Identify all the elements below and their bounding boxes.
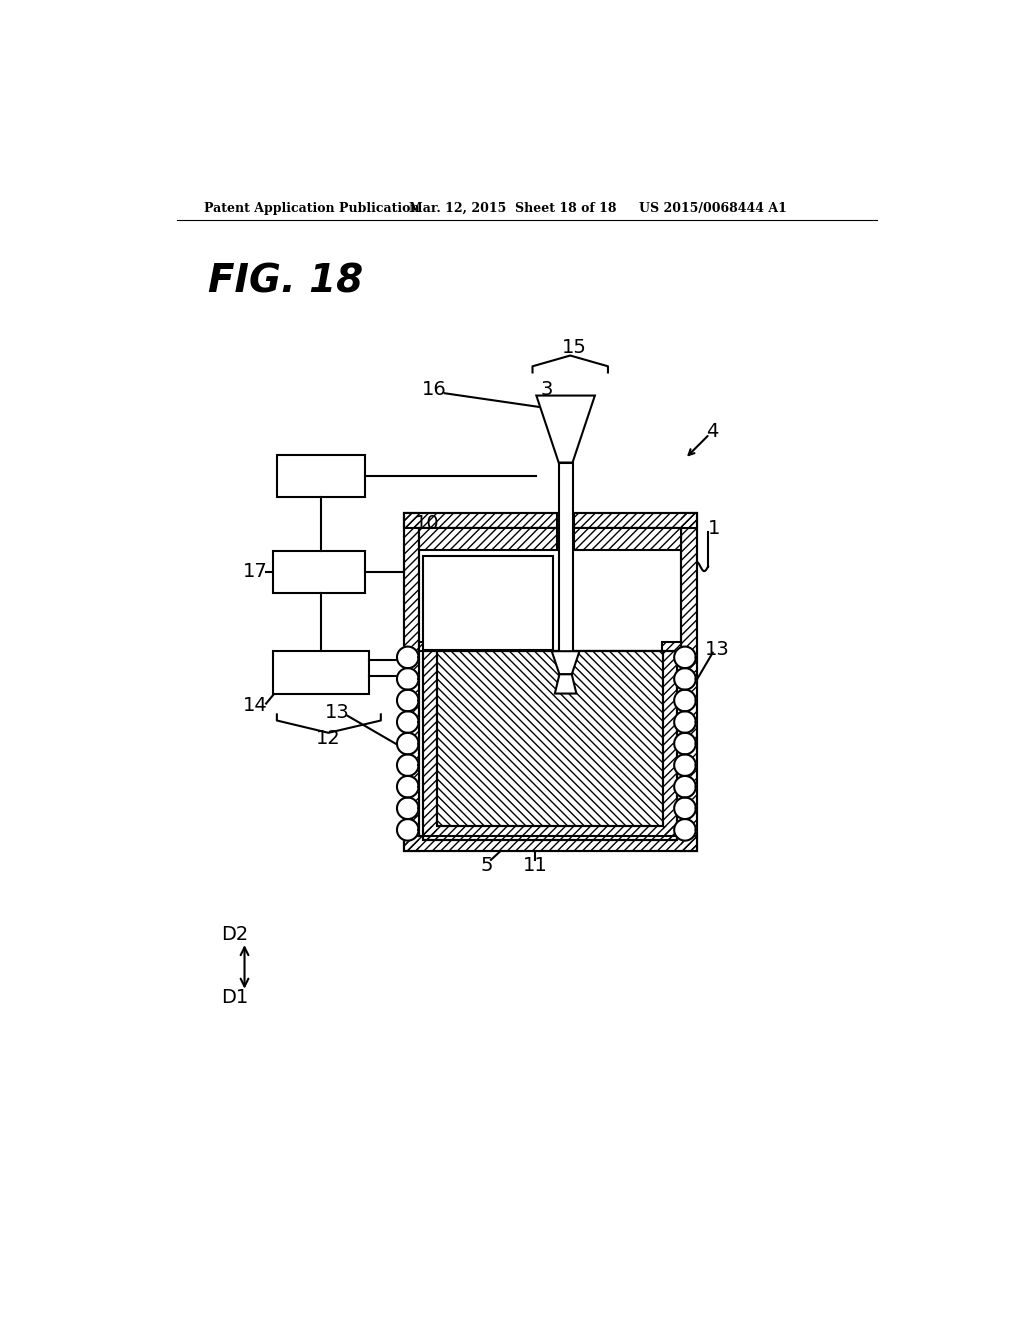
- Polygon shape: [674, 820, 695, 841]
- Bar: [419, 528, 557, 549]
- Bar: [662, 642, 681, 651]
- Bar: [403, 512, 419, 851]
- Bar: [423, 556, 553, 649]
- Polygon shape: [555, 675, 577, 693]
- Polygon shape: [674, 755, 695, 776]
- Bar: [681, 512, 696, 851]
- Text: 4: 4: [706, 422, 718, 441]
- Bar: [273, 552, 366, 594]
- Text: D2: D2: [221, 925, 249, 944]
- Polygon shape: [674, 776, 695, 797]
- Polygon shape: [397, 668, 419, 689]
- Text: 5: 5: [480, 855, 493, 875]
- Bar: [681, 512, 696, 851]
- Bar: [662, 642, 681, 651]
- Polygon shape: [674, 668, 695, 689]
- Text: 2: 2: [471, 573, 483, 591]
- Text: FIG. 18: FIG. 18: [208, 263, 362, 301]
- Bar: [273, 651, 370, 693]
- Polygon shape: [397, 711, 419, 733]
- Text: 1: 1: [708, 519, 721, 537]
- Text: 13: 13: [705, 640, 730, 659]
- Bar: [403, 512, 696, 851]
- Bar: [403, 512, 557, 528]
- Bar: [423, 651, 677, 840]
- Polygon shape: [397, 755, 419, 776]
- Bar: [419, 642, 438, 651]
- Text: Mar. 12, 2015  Sheet 18 of 18: Mar. 12, 2015 Sheet 18 of 18: [410, 202, 616, 215]
- Bar: [574, 528, 681, 549]
- Polygon shape: [397, 776, 419, 797]
- Text: 11: 11: [522, 855, 547, 875]
- Polygon shape: [397, 690, 419, 711]
- Polygon shape: [674, 733, 695, 754]
- Bar: [276, 455, 366, 498]
- Text: 6: 6: [457, 634, 469, 653]
- Text: 14: 14: [243, 696, 267, 714]
- Bar: [419, 642, 438, 651]
- Text: US 2015/0068444 A1: US 2015/0068444 A1: [639, 202, 786, 215]
- Bar: [403, 836, 696, 851]
- Bar: [574, 528, 681, 549]
- Polygon shape: [397, 733, 419, 754]
- Bar: [559, 462, 572, 660]
- Bar: [419, 528, 557, 549]
- Polygon shape: [674, 711, 695, 733]
- Bar: [574, 512, 696, 528]
- Bar: [403, 836, 696, 851]
- Bar: [403, 512, 419, 851]
- Polygon shape: [397, 797, 419, 818]
- Polygon shape: [397, 647, 419, 668]
- Text: D1: D1: [221, 989, 249, 1007]
- Text: 16: 16: [422, 380, 447, 399]
- Polygon shape: [674, 690, 695, 711]
- Text: Patent Application Publication: Patent Application Publication: [204, 202, 419, 215]
- Text: 12: 12: [316, 729, 341, 747]
- Text: 3: 3: [541, 380, 553, 399]
- Bar: [664, 651, 677, 840]
- Text: 17: 17: [243, 562, 267, 581]
- Bar: [437, 651, 664, 826]
- Bar: [403, 512, 557, 528]
- Text: 10: 10: [415, 513, 439, 533]
- Polygon shape: [674, 797, 695, 818]
- Text: 15: 15: [561, 338, 587, 356]
- Polygon shape: [674, 647, 695, 668]
- Bar: [437, 651, 664, 826]
- Bar: [423, 651, 677, 840]
- Bar: [423, 826, 677, 840]
- Text: 13: 13: [325, 704, 349, 722]
- Bar: [574, 512, 696, 528]
- Bar: [423, 651, 437, 840]
- Polygon shape: [552, 651, 580, 675]
- Polygon shape: [397, 820, 419, 841]
- Polygon shape: [537, 396, 595, 462]
